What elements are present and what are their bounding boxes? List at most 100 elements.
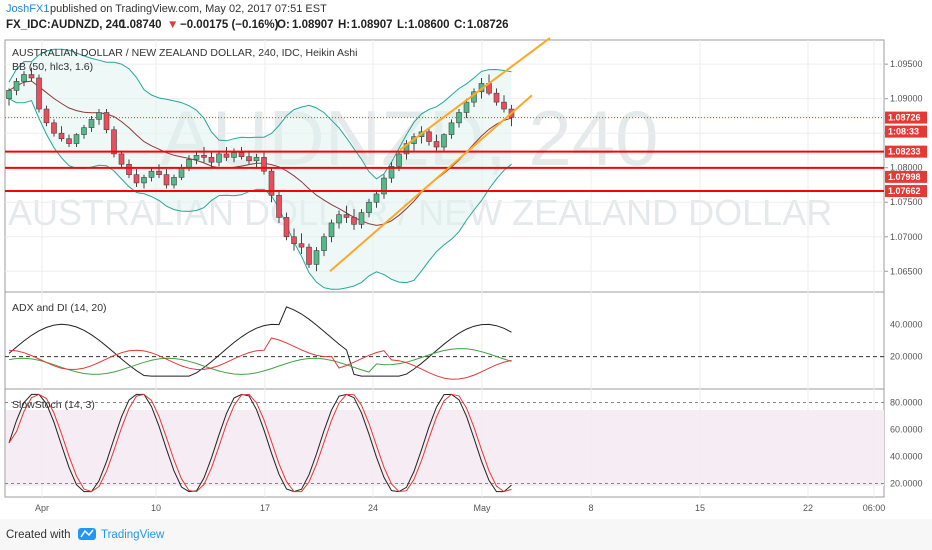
candle-body [351, 217, 357, 225]
di-plus-line [8, 348, 512, 375]
x-tick-label: 17 [260, 503, 270, 513]
candle-body [313, 250, 320, 265]
price-tag-label: 1.08233 [888, 147, 921, 157]
price-tag-bg [885, 125, 927, 138]
candle-body [463, 101, 470, 113]
candle-body [66, 138, 72, 144]
candle-body [253, 157, 260, 162]
stoch-pane-title: SlowStoch (14, 3) [12, 399, 95, 411]
candle-body [88, 119, 95, 128]
bb-lower [8, 98, 512, 290]
candle-body [366, 201, 372, 213]
header: JoshFX1 published on TradingView.com, Ma… [6, 3, 509, 31]
candle-body [276, 195, 282, 218]
price-change: −0.00175 (−0.16%) [180, 19, 279, 31]
price-tags: 1.08726 1:08:33 1.08233 1.07998 1.07662 [885, 111, 927, 198]
candle-body [306, 246, 312, 265]
candle-body [291, 236, 297, 244]
annotation-lines [5, 37, 884, 273]
stoch-k-line [8, 393, 512, 493]
x-tick-label: May [473, 503, 491, 513]
price-pane-title: AUSTRALIAN DOLLAR / NEW ZEALAND DOLLAR, … [12, 47, 357, 59]
candle-body [223, 153, 230, 158]
di-minus-line [8, 337, 512, 380]
adx-pane-title: ADX and DI (14, 20) [12, 302, 107, 314]
author-link[interactable]: JoshFX1 [6, 3, 49, 15]
candle-body [246, 156, 252, 162]
candle-body [111, 129, 117, 155]
low-label: L: [397, 19, 408, 31]
tradingview-brand[interactable]: TradingView [101, 529, 165, 541]
candle-body [298, 243, 305, 248]
last-price: 1.08740 [120, 19, 162, 31]
stoch-tick-label: 80.0000 [890, 398, 923, 408]
high-label: H: [338, 19, 350, 31]
down-arrow-icon: ▼ [167, 19, 178, 31]
adx-lines [5, 306, 884, 380]
open-value: 1.08907 [292, 19, 334, 31]
adx-tick-label: 20.0000 [890, 352, 923, 362]
adx-pane-frame [4, 291, 885, 390]
candle-body [73, 134, 80, 144]
open-label: O: [277, 19, 290, 31]
channel-lower [329, 94, 533, 273]
candle-body [43, 108, 50, 124]
candle-body [268, 170, 275, 196]
candle-body [193, 154, 200, 160]
x-tick-label: 22 [803, 503, 813, 513]
candles [6, 67, 515, 272]
high-value: 1.08907 [351, 19, 393, 31]
candle-body [21, 74, 27, 82]
stoch-tick-label: 20.0000 [890, 479, 923, 489]
candle-body [163, 174, 170, 186]
price-tag-bg [885, 170, 927, 183]
price-tag-bg [885, 185, 927, 198]
candle-body [118, 153, 125, 165]
candle-body [51, 122, 57, 134]
candle-body [156, 170, 162, 175]
candle-body [81, 127, 87, 135]
candle-body [216, 153, 222, 163]
candle-body [433, 141, 440, 148]
y-tick-label: 1.08000 [890, 163, 923, 173]
stoch-lines [5, 393, 884, 493]
candle-body [426, 131, 432, 142]
y-tick-label: 1.06500 [890, 266, 923, 276]
candle-body [58, 132, 65, 140]
candle-body [178, 167, 185, 178]
candle-body [328, 222, 335, 238]
x-tick-label: 8 [588, 503, 593, 513]
created-with-text: Created with [6, 529, 71, 541]
price-tag-label: 1.08726 [888, 113, 921, 123]
candle-body [396, 153, 402, 167]
price-tag-bg [885, 145, 927, 158]
y-tick-label: 1.09500 [890, 59, 923, 69]
candle-body [13, 81, 20, 91]
price-tag-label: 1:08:33 [888, 127, 919, 137]
candle-body [201, 154, 207, 158]
candle-body [103, 112, 110, 131]
candle-body [96, 112, 102, 120]
candle-body [448, 122, 455, 135]
candle-body [441, 134, 447, 148]
candle-body [343, 214, 350, 218]
adx-tick-label: 40.0000 [890, 319, 923, 329]
candle-body [238, 152, 245, 157]
price-tag-bg [885, 111, 927, 124]
symbol-label: FX_IDC:AUDNZD, 240 [6, 19, 125, 31]
bb-upper [8, 48, 512, 180]
stoch-tick-label: 60.0000 [890, 425, 923, 435]
x-tick-label: 06:00 [863, 503, 886, 513]
candle-body [141, 177, 147, 184]
stoch-d-line [8, 393, 512, 493]
candle-body [336, 214, 342, 224]
x-tick-label: 24 [368, 503, 378, 513]
bb-indicator-label: BB (50, hlc3, 1.6) [12, 61, 93, 73]
publish-info: published on TradingView.com, May 02, 20… [50, 3, 327, 15]
tradingview-logo-icon[interactable] [78, 528, 96, 540]
candle-body [493, 92, 500, 103]
y-tick-label: 1.07000 [890, 232, 923, 242]
close-value: 1.08726 [467, 19, 509, 31]
candle-body [456, 112, 462, 124]
